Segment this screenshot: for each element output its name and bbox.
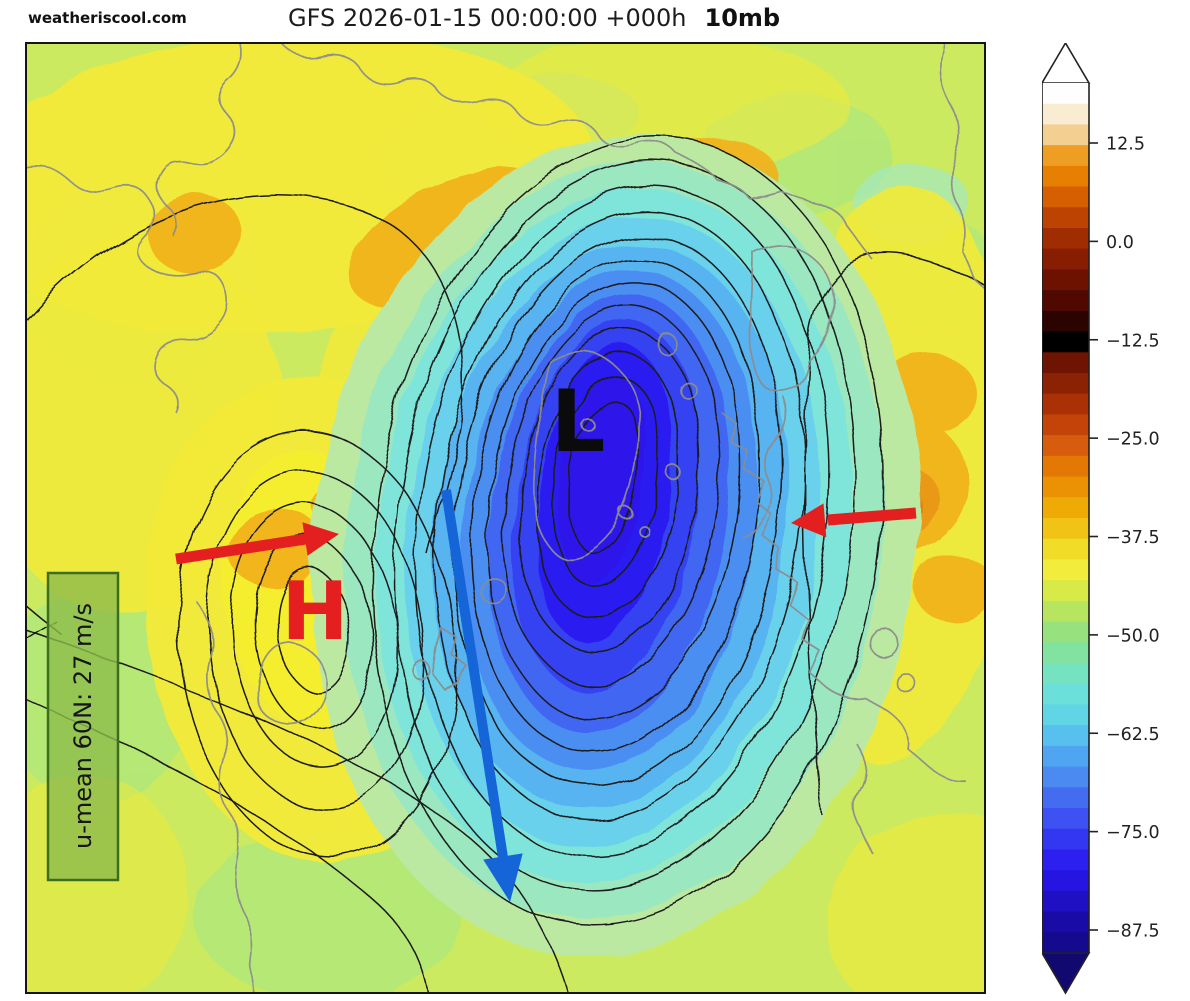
colorbar-segment [1042,518,1089,540]
colorbar-over-arrow [1040,41,1091,84]
colorbar-segment [1042,766,1089,788]
colorbar-segment [1042,932,1089,954]
colorbar-segment [1042,103,1089,126]
colorbar-segment [1042,890,1089,913]
blue-arrow-shaft [441,489,509,865]
colorbar-segment [1042,393,1089,416]
colorbar-outline [1041,83,1090,953]
colorbar-segment [1042,642,1089,664]
high-marker: H [282,565,349,658]
colorbar-segment [1042,538,1089,561]
colorbar-segment [1042,849,1089,871]
colorbar-segment [1042,580,1089,602]
colorbar-tick-label: −25.0 [1106,430,1160,450]
model-run-title: GFS 2026-01-15 00:00:00 +000h [288,4,687,32]
colorbar-segment [1042,704,1089,726]
colorbar-segment [1042,83,1089,105]
colorbar-segment [1042,331,1089,353]
colorbar-tick-label: 0.0 [1106,233,1134,253]
colorbar-segment [1042,621,1089,643]
colorbar-segment [1042,290,1089,312]
blue-arrow [441,489,523,902]
colorbar-segment [1042,663,1089,685]
coastlines [27,44,984,992]
watermark: weatheriscool.com [28,9,187,27]
colorbar-segment [1042,745,1089,768]
red-arrow-west-head [302,522,339,556]
umean-label: u-mean 60N: 27 m/s [69,603,97,849]
colorbar-ticks: 12.5 0.0 −12.5 −25.0 −37.5 −50.0 −62.5 −75.0 −87… [1089,135,1160,942]
umean-box-border [46,571,120,882]
colorbar-tick-label: −50.0 [1106,626,1160,646]
colorbar-segment [1042,600,1089,623]
colorbar-segments [1042,83,1089,954]
red-arrow-west-shaft [175,533,310,565]
colorbar-segment [1042,808,1089,830]
colorbar-tick-label: 12.5 [1106,135,1145,155]
red-arrow-east-head [791,503,827,538]
colorbar-segment [1042,828,1089,851]
umean-box-fill [48,573,118,880]
weather-map-figure: L H u-mean 60N: 27 m/s [25,42,986,994]
colorbar-segment [1042,165,1089,188]
colorbar-segment [1042,124,1089,146]
map-svg: L H u-mean 60N: 27 m/s [27,44,984,992]
annotations: L H u-mean 60N: 27 m/s [46,372,917,902]
colorbar-segment [1042,559,1089,581]
colorbar-segment [1042,310,1089,333]
colorbar-segment [1042,497,1089,519]
colorbar-segment [1042,476,1089,498]
colorbar: 12.5 0.0 −12.5 −25.0 −37.5 −50.0 −62.5 −75.0 −87… [1040,41,1182,997]
colorbar-segment [1042,414,1089,436]
colorbar-segment [1042,787,1089,809]
red-arrow-east [791,503,917,538]
colorbar-segment [1042,373,1089,395]
colorbar-segment [1042,683,1089,706]
colorbar-segment [1042,228,1089,250]
colorbar-segment [1042,725,1089,747]
umean-box: u-mean 60N: 27 m/s [46,571,120,882]
red-arrow-west [175,522,339,565]
colorbar-segment [1042,352,1089,374]
colorbar-tick-label: −12.5 [1106,331,1160,351]
colorbar-segment [1042,455,1089,478]
colorbar-segment [1042,186,1089,208]
colorbar-segment [1042,911,1089,933]
colorbar-tick-label: −87.5 [1106,922,1160,942]
level-label: 10mb [704,4,781,32]
colorbar-segment [1042,207,1089,229]
colorbar-segment [1042,870,1089,892]
colorbar-segment [1042,269,1089,291]
colorbar-tick-label: −37.5 [1106,528,1160,548]
colorbar-tick-label: −75.0 [1106,823,1160,843]
low-marker: L [551,372,606,472]
red-arrow-east-shaft [827,507,917,526]
colorbar-tick-label: −62.5 [1106,725,1160,745]
colorbar-under-arrow [1040,952,1091,995]
colorbar-segment [1042,435,1089,457]
colorbar-segment [1042,248,1089,271]
colorbar-segment [1042,145,1089,167]
blue-arrow-head [483,853,523,902]
colorbar-svg: 12.5 0.0 −12.5 −25.0 −37.5 −50.0 −62.5 −75.0 −87… [1040,41,1160,995]
page-title: GFS 2026-01-15 00:00:00 +000h 10mb [288,4,780,32]
